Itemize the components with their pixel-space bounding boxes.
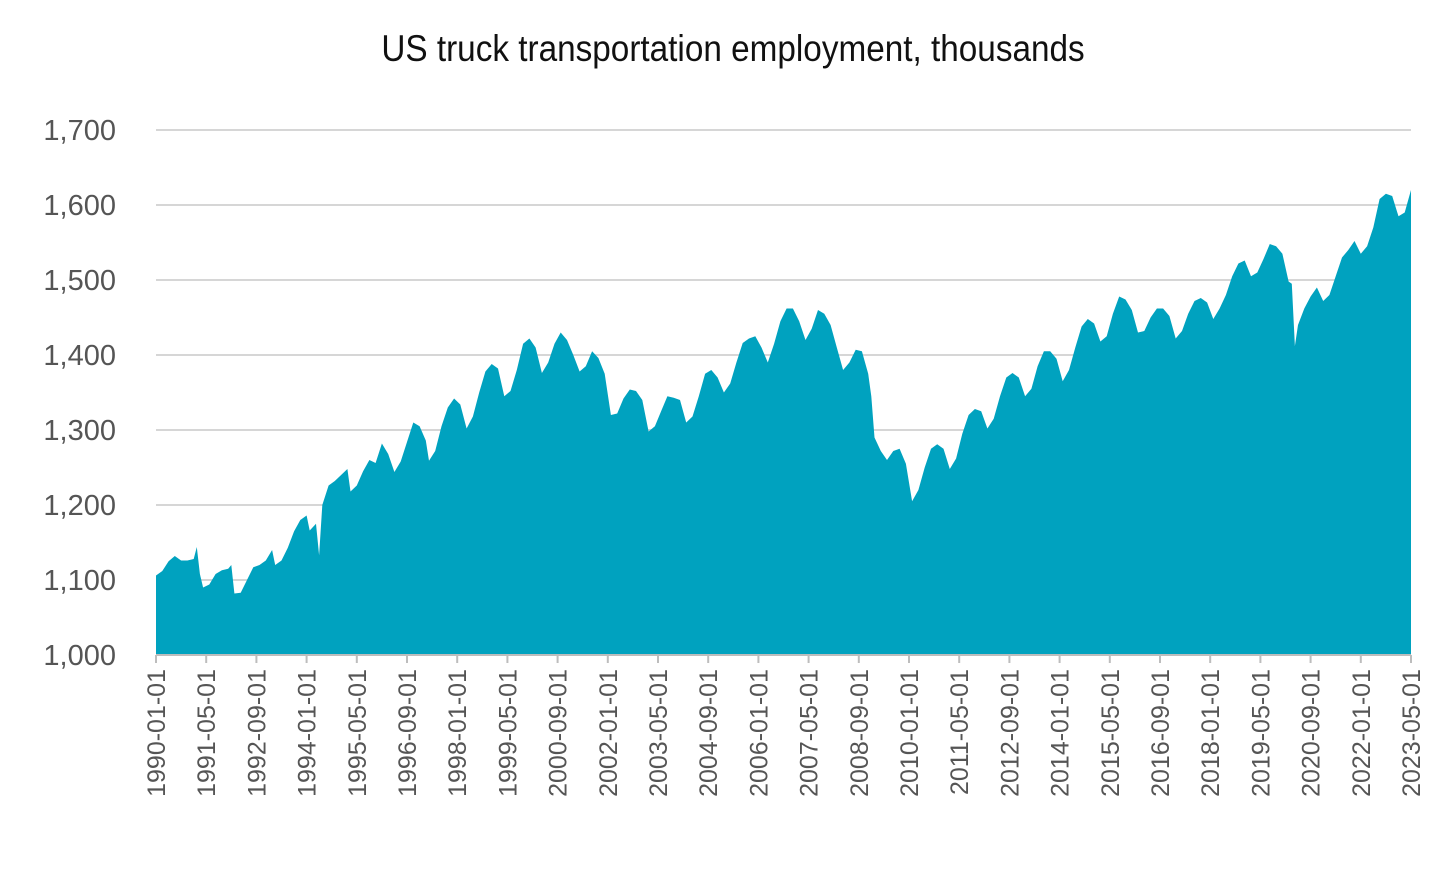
x-tick-label: 1994-01-01: [294, 669, 322, 797]
area-series: [156, 190, 1411, 655]
x-tick-label: 2014-01-01: [1047, 669, 1075, 797]
x-tick-label: 1998-01-01: [444, 669, 472, 797]
x-tick-label: 2000-09-01: [545, 669, 573, 797]
x-tick-label: 2010-01-01: [896, 669, 924, 797]
x-tick-label: 2015-05-01: [1097, 669, 1125, 797]
x-tick-label: 2006-01-01: [745, 669, 773, 797]
x-tick-label: 2004-09-01: [695, 669, 723, 797]
area-fill: [156, 190, 1411, 655]
y-tick-label: 1,700: [43, 115, 116, 147]
x-tick-label: 1992-09-01: [243, 669, 271, 797]
x-tick-label: 1991-05-01: [193, 669, 221, 797]
chart-title: US truck transportation employment, thou…: [381, 28, 1085, 69]
y-tick-label: 1,100: [43, 565, 116, 597]
y-tick-label: 1,600: [43, 190, 116, 222]
x-tick-label: 2007-05-01: [796, 669, 824, 797]
x-tick-label: 2019-05-01: [1247, 669, 1275, 797]
x-tick-label: 1999-05-01: [494, 669, 522, 797]
x-axis-labels: 1990-01-01 1991-05-01 1992-09-01 1994-01-01…: [143, 669, 1426, 797]
x-tick-label: 2023-05-01: [1398, 669, 1426, 797]
y-axis-labels: 1,000 1,100 1,200 1,300 1,400 1,500 1,600 1,700: [43, 115, 116, 672]
y-tick-label: 1,400: [43, 340, 116, 372]
x-tick-label: 2002-01-01: [595, 669, 623, 797]
x-tick-label: 1996-09-01: [394, 669, 422, 797]
x-tick-label: 1990-01-01: [143, 669, 171, 797]
y-tick-label: 1,500: [43, 265, 116, 297]
y-tick-label: 1,200: [43, 490, 116, 522]
x-tick-label: 2018-01-01: [1197, 669, 1225, 797]
x-tick-label: 1995-05-01: [344, 669, 372, 797]
x-tick-label: 2003-05-01: [645, 669, 673, 797]
x-tick-label: 2008-09-01: [846, 669, 874, 797]
x-tick-label: 2012-09-01: [996, 669, 1024, 797]
x-tick-label: 2020-09-01: [1298, 669, 1326, 797]
y-tick-label: 1,000: [43, 640, 116, 672]
y-tick-label: 1,300: [43, 415, 116, 447]
x-tick-label: 2011-05-01: [946, 669, 974, 795]
x-axis: [155, 654, 1412, 663]
x-tick-label: 2022-01-01: [1348, 669, 1376, 797]
x-tick-label: 2016-09-01: [1147, 669, 1175, 797]
